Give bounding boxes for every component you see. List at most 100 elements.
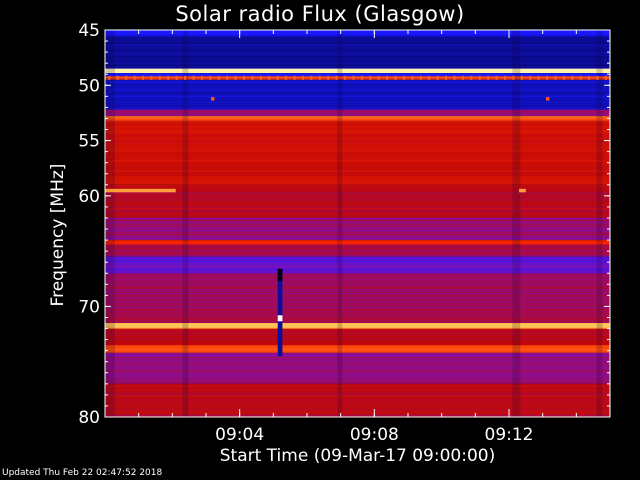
band-texture bbox=[105, 208, 610, 210]
marker-comb-tick bbox=[503, 75, 506, 80]
band-texture bbox=[105, 269, 610, 271]
band-texture bbox=[105, 348, 610, 351]
marker-comb-tick bbox=[116, 75, 119, 80]
marker-comb-tick bbox=[352, 75, 355, 80]
band-texture bbox=[105, 352, 610, 355]
band-texture bbox=[105, 109, 610, 111]
marker-comb-tick bbox=[402, 75, 405, 80]
band-texture bbox=[105, 334, 610, 336]
band-texture bbox=[105, 42, 610, 44]
band-texture bbox=[105, 345, 610, 347]
band-texture bbox=[105, 340, 610, 343]
marker-comb-tick bbox=[596, 75, 599, 80]
band-texture bbox=[105, 130, 610, 132]
x-tick-label: 09:04 bbox=[215, 425, 264, 445]
band-texture bbox=[105, 232, 610, 234]
marker-comb-tick bbox=[520, 75, 523, 80]
marker-comb-tick bbox=[327, 75, 330, 80]
streak-bright-spot bbox=[277, 315, 283, 322]
band-texture bbox=[105, 210, 610, 212]
band-texture bbox=[105, 200, 610, 202]
band-texture bbox=[105, 192, 610, 194]
marker-comb-tick bbox=[386, 75, 389, 80]
marker-comb-tick bbox=[234, 75, 237, 80]
band-texture bbox=[105, 172, 610, 174]
frequency-band bbox=[105, 240, 610, 245]
band-texture bbox=[105, 293, 610, 295]
marker-comb-tick bbox=[226, 75, 229, 80]
band-texture bbox=[105, 142, 610, 144]
time-column bbox=[105, 30, 115, 417]
band-texture bbox=[105, 411, 610, 413]
band-texture bbox=[105, 32, 610, 34]
vertical-streak bbox=[277, 268, 283, 357]
marker-comb-tick bbox=[192, 75, 195, 80]
band-texture bbox=[105, 242, 610, 244]
band-texture bbox=[105, 248, 610, 250]
band-texture bbox=[105, 295, 610, 297]
band-texture bbox=[105, 307, 610, 309]
band-texture bbox=[105, 303, 610, 305]
band-texture bbox=[105, 107, 610, 109]
band-texture bbox=[105, 184, 610, 186]
band-texture bbox=[105, 162, 610, 164]
band-texture bbox=[105, 101, 610, 103]
band-texture bbox=[105, 93, 610, 95]
marker-comb-tick bbox=[285, 75, 288, 80]
y-tick-label: 60 bbox=[78, 187, 100, 207]
band-texture bbox=[105, 367, 610, 369]
band-texture bbox=[105, 236, 610, 238]
band-texture bbox=[105, 407, 610, 409]
band-texture bbox=[105, 246, 610, 248]
band-texture bbox=[105, 158, 610, 160]
band-texture bbox=[105, 156, 610, 158]
band-texture bbox=[105, 321, 610, 323]
marker-comb-tick bbox=[369, 75, 372, 80]
streak-dark-top bbox=[277, 268, 283, 281]
band-texture bbox=[105, 228, 610, 230]
marker-comb-tick bbox=[554, 75, 557, 80]
features-layer bbox=[105, 75, 607, 357]
band-texture bbox=[105, 324, 610, 326]
band-texture bbox=[105, 315, 610, 317]
band-texture bbox=[105, 52, 610, 54]
time-column bbox=[182, 30, 189, 417]
band-texture bbox=[105, 311, 610, 313]
interference-dot bbox=[519, 188, 526, 193]
band-texture bbox=[105, 180, 610, 182]
band-texture bbox=[105, 144, 610, 146]
chart-title: Solar radio Flux (Glasgow) bbox=[175, 2, 465, 26]
band-texture bbox=[105, 283, 610, 285]
band-texture bbox=[105, 91, 610, 93]
band-texture bbox=[105, 405, 610, 407]
marker-comb-tick bbox=[335, 75, 338, 80]
marker-comb-tick bbox=[142, 75, 145, 80]
band-texture bbox=[105, 150, 610, 152]
band-texture bbox=[105, 273, 610, 275]
band-texture bbox=[105, 297, 610, 299]
band-texture bbox=[105, 347, 610, 349]
axes-layer: 45 50 55 60 70 80 09:04 09:08 09:12 bbox=[78, 21, 611, 445]
band-texture bbox=[105, 50, 610, 52]
band-texture bbox=[105, 174, 610, 176]
band-texture bbox=[105, 176, 610, 178]
marker-comb-tick bbox=[445, 75, 448, 80]
band-texture bbox=[105, 409, 610, 411]
band-texture bbox=[105, 230, 610, 232]
time-column bbox=[512, 30, 521, 417]
marker-comb-tick bbox=[133, 75, 136, 80]
band-texture bbox=[105, 206, 610, 208]
marker-comb-tick bbox=[411, 75, 414, 80]
marker-comb-tick bbox=[184, 75, 187, 80]
marker-comb-tick bbox=[268, 75, 271, 80]
marker-comb-tick bbox=[419, 75, 422, 80]
marker-comb-tick bbox=[495, 75, 498, 80]
band-texture bbox=[105, 281, 610, 283]
band-texture bbox=[105, 332, 610, 334]
band-texture bbox=[105, 118, 610, 120]
band-texture bbox=[105, 285, 610, 287]
y-tick-label: 50 bbox=[78, 76, 100, 96]
marker-comb-tick bbox=[604, 75, 607, 80]
band-texture bbox=[105, 73, 610, 75]
interference-dot bbox=[546, 97, 550, 101]
